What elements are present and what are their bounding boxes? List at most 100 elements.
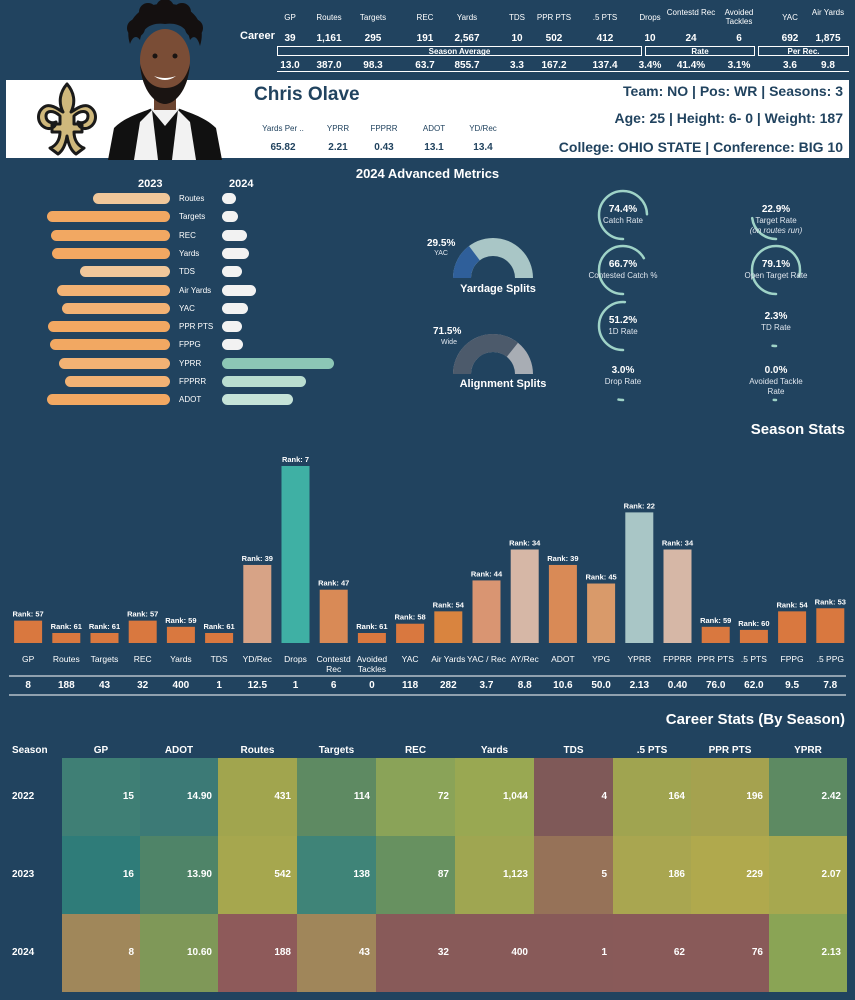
bar-2024 [222,193,236,204]
career-total: 2,567 [454,33,480,44]
gauge-value: 74.4% [608,204,638,215]
career-cell: 2.42 [769,758,847,836]
bar-2023 [52,247,170,259]
career-cell: 1,044 [455,758,534,836]
season-stat-label: YPG [592,654,611,664]
career-cell: 400 [455,914,534,992]
career-cell-value: 114 [353,791,370,802]
career-cell-value: 16 [122,869,134,880]
gauge-arc [597,350,649,402]
career-season-label: 2023 [12,869,35,880]
season-stat-bar [663,549,692,643]
group-label-box: Season Average [277,46,642,56]
career-column-header: Yards [480,745,509,756]
bar-2023 [80,266,170,278]
career-cell-value: 43 [358,947,370,958]
season-stat-value: 1 [292,680,299,691]
season-stat-label: YAC / Rec [466,654,507,664]
bar-2024 [222,394,293,406]
player-photo [108,0,222,160]
season-stat-label: Yards [170,654,192,664]
gauge-value: 2.3% [764,311,788,322]
alignment-split-title: Alignment Splits [459,378,547,390]
alignment-split-value: 71.5% [433,326,462,337]
advanced-header-value: 65.82 [270,142,296,153]
metric-label: YPRR [179,358,202,368]
bar-2024 [222,211,238,223]
career-average: 167.2 [541,60,567,71]
career-cell: 13.90 [140,836,218,914]
career-cell: 10.60 [140,914,218,992]
rank-label: Rank: 57 [127,610,158,619]
career-cell: 1,123 [455,836,534,914]
advanced-header-label: Yards Per .. [262,124,304,133]
bar-2023 [62,302,170,314]
career-cell-value: 186 [668,869,685,880]
season-stat-bar [128,620,157,643]
season-stat-bar [548,564,577,643]
rank-label: Rank: 7 [282,455,309,464]
career-total: 24 [685,33,697,44]
advanced-header-label: YPRR [326,124,350,133]
career-cell: 5 [534,836,613,914]
season-stat-bar [816,608,845,643]
saints-logo-icon [37,82,97,156]
career-cell-value: 4 [601,791,607,802]
season-stat-value: 1 [216,680,222,691]
rank-label: Rank: 61 [203,622,234,631]
career-header: TDS [509,13,525,22]
career-cell: 43 [297,914,376,992]
career-column-header: YPRR [794,745,822,756]
advanced-header-value: 13.1 [424,142,444,153]
gauge-label: Contested Catch % [588,271,658,280]
season-stats-title: Season Stats [750,421,845,438]
rank-label: Rank: 61 [51,622,82,631]
metric-label: Routes [179,194,205,203]
career-total: 502 [545,33,563,44]
season-stat-bar [205,633,234,643]
team-line: Team: NO | Pos: WR | Seasons: 3 [623,83,843,99]
career-cell-value: 13.90 [186,869,212,880]
rank-label: Rank: 39 [242,554,273,563]
career-cell: 542 [218,836,297,914]
career-cell-value: 188 [274,947,291,958]
rank-label: Rank: 59 [700,616,731,625]
alignment-split-donut [453,334,533,374]
metric-label: TDS [179,267,195,277]
career-column-header: Routes [240,745,275,756]
age-line: Age: 25 | Height: 6- 0 | Weight: 187 [614,110,843,126]
rank-label: Rank: 44 [471,569,503,578]
gauge-label: Open Target Rate [744,271,808,280]
career-total: 39 [284,33,296,44]
rank-label: Rank: 34 [662,539,694,548]
career-cell: 114 [297,758,376,836]
career-cell-value: 5 [601,869,607,880]
career-cell: 72 [376,758,455,836]
season-stat-value: 43 [98,680,111,691]
season-stat-value: 8 [25,680,31,691]
season-stat-value: 62.0 [744,680,764,691]
gauge-label: TD Rate [761,323,791,332]
career-header: Air Yards [811,8,845,17]
season-stat-bar [739,629,768,643]
career-cell: 8 [62,914,140,992]
career-total: 10 [644,33,656,44]
career-average: 13.0 [280,60,300,71]
season-stat-label: Drops [284,654,307,664]
bar-2024 [222,376,306,387]
gauge-ring [597,244,649,296]
career-season-label: 2022 [12,791,35,802]
season-stat-label: PPR PTS [697,654,734,664]
metric-label: YAC [179,303,195,313]
career-cell-value: 32 [437,947,449,958]
season-stat-label: Contestd Rec [316,654,351,674]
career-cell: 32 [376,914,455,992]
career-header: PPR PTS [536,13,572,22]
rank-label: Rank: 61 [89,622,120,631]
career-cell: 1 [534,914,613,992]
career-cell: 4 [534,758,613,836]
alignment-split-sub: Wide [441,339,457,346]
metric-label: FPPG [179,340,201,350]
season-stat-value: 282 [439,680,457,691]
bar-2024 [222,247,249,259]
